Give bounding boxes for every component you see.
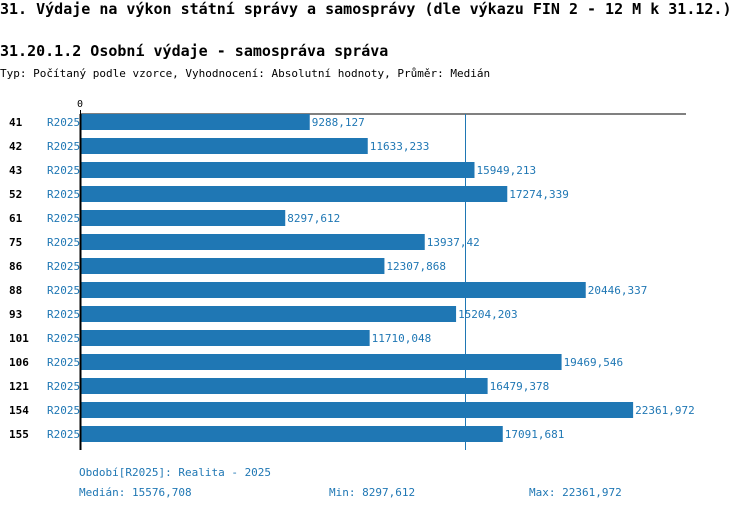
bar (80, 426, 503, 442)
series-label: R2025 (47, 260, 80, 273)
chart-subtitle: 31.20.1.2 Osobní výdaje - samospráva spr… (0, 42, 389, 60)
series-label: R2025 (47, 428, 80, 441)
series-label: R2025 (47, 188, 80, 201)
value-label: 11710,048 (372, 332, 432, 345)
x-axis-zero-label: 0 (77, 99, 83, 110)
category-label: 52 (9, 188, 22, 201)
category-label: 43 (9, 164, 22, 177)
category-label: 42 (9, 140, 22, 153)
footer-max: Max: 22361,972 (529, 486, 622, 499)
value-label: 17274,339 (509, 188, 569, 201)
series-label: R2025 (47, 140, 80, 153)
bar (80, 282, 586, 298)
bar (80, 330, 370, 346)
category-label: 88 (9, 284, 22, 297)
footer-median: Medián: 15576,708 (79, 486, 192, 499)
bar (80, 138, 368, 154)
bar (80, 306, 457, 322)
category-label: 106 (9, 356, 29, 369)
bar (80, 354, 562, 370)
series-label: R2025 (47, 164, 80, 177)
page-title: 31. Výdaje na výkon státní správy a samo… (0, 0, 732, 18)
value-label: 11633,233 (370, 140, 430, 153)
value-label: 20446,337 (588, 284, 648, 297)
category-label: 61 (9, 212, 23, 225)
value-label: 12307,868 (386, 260, 446, 273)
series-label: R2025 (47, 308, 80, 321)
bar (80, 162, 475, 178)
value-label: 17091,681 (505, 428, 565, 441)
value-label: 19469,546 (564, 356, 624, 369)
footer-period: Období[R2025]: Realita - 2025 (79, 466, 272, 479)
value-label: 16479,378 (490, 380, 550, 393)
value-label: 13937,42 (427, 236, 480, 249)
category-label: 86 (9, 260, 23, 273)
series-label: R2025 (47, 236, 80, 249)
category-label: 155 (9, 428, 29, 441)
value-label: 15949,213 (476, 164, 536, 177)
series-label: R2025 (47, 116, 80, 129)
bar (80, 378, 488, 394)
bar (80, 210, 286, 226)
footer-min: Min: 8297,612 (329, 486, 416, 499)
value-label: 9288,127 (312, 116, 365, 129)
value-label: 8297,612 (287, 212, 340, 225)
series-label: R2025 (47, 284, 80, 297)
category-label: 41 (9, 116, 23, 129)
series-label: R2025 (47, 212, 80, 225)
series-label: R2025 (47, 380, 80, 393)
category-label: 154 (9, 404, 29, 417)
chart-type-info: Typ: Počítaný podle vzorce, Vyhodnocení:… (0, 67, 491, 80)
bar (80, 186, 508, 202)
category-label: 101 (9, 332, 29, 345)
category-label: 121 (9, 380, 29, 393)
value-label: 22361,972 (635, 404, 695, 417)
series-label: R2025 (47, 332, 80, 345)
bar (80, 258, 385, 274)
bar (80, 402, 634, 418)
bar (80, 234, 425, 250)
series-label: R2025 (47, 404, 80, 417)
value-label: 15204,203 (458, 308, 518, 321)
category-label: 75 (9, 236, 22, 249)
bar (80, 114, 310, 130)
series-label: R2025 (47, 356, 80, 369)
category-label: 93 (9, 308, 22, 321)
